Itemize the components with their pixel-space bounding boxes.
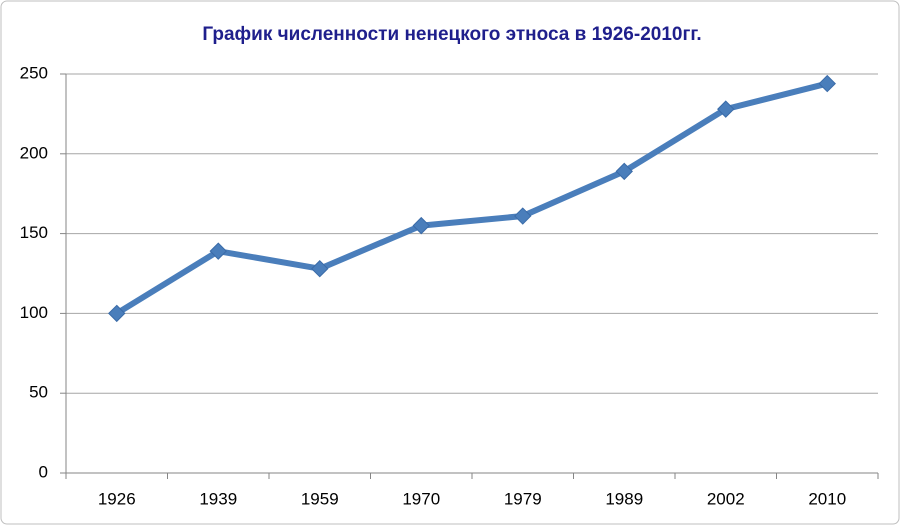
y-tick-label: 250 [20, 63, 48, 82]
y-tick-label: 200 [20, 143, 48, 162]
data-marker [615, 162, 633, 181]
data-line [115, 80, 828, 316]
data-marker [514, 207, 532, 225]
y-tick-label: 0 [39, 462, 48, 481]
data-marker [209, 242, 227, 260]
x-tick-label: 1926 [98, 489, 136, 508]
x-tick-label: 1989 [605, 489, 643, 508]
y-tick-label: 50 [29, 383, 48, 402]
x-tick-label: 2002 [707, 489, 745, 508]
data-marker [412, 216, 430, 235]
y-tick-label: 150 [20, 223, 48, 242]
x-tick-label: 2010 [808, 489, 846, 508]
data-marker [818, 74, 836, 93]
x-tick-label: 1959 [301, 489, 339, 508]
chart-title: График численности ненецкого этноса в 19… [202, 24, 701, 45]
data-marker [311, 260, 329, 278]
x-tick-label: 1970 [402, 489, 440, 508]
data-marker [717, 100, 735, 118]
y-tick-label: 100 [20, 303, 48, 322]
x-tick-label: 1939 [199, 489, 237, 508]
data-marker [108, 304, 126, 323]
x-tick-label: 1979 [504, 489, 542, 508]
